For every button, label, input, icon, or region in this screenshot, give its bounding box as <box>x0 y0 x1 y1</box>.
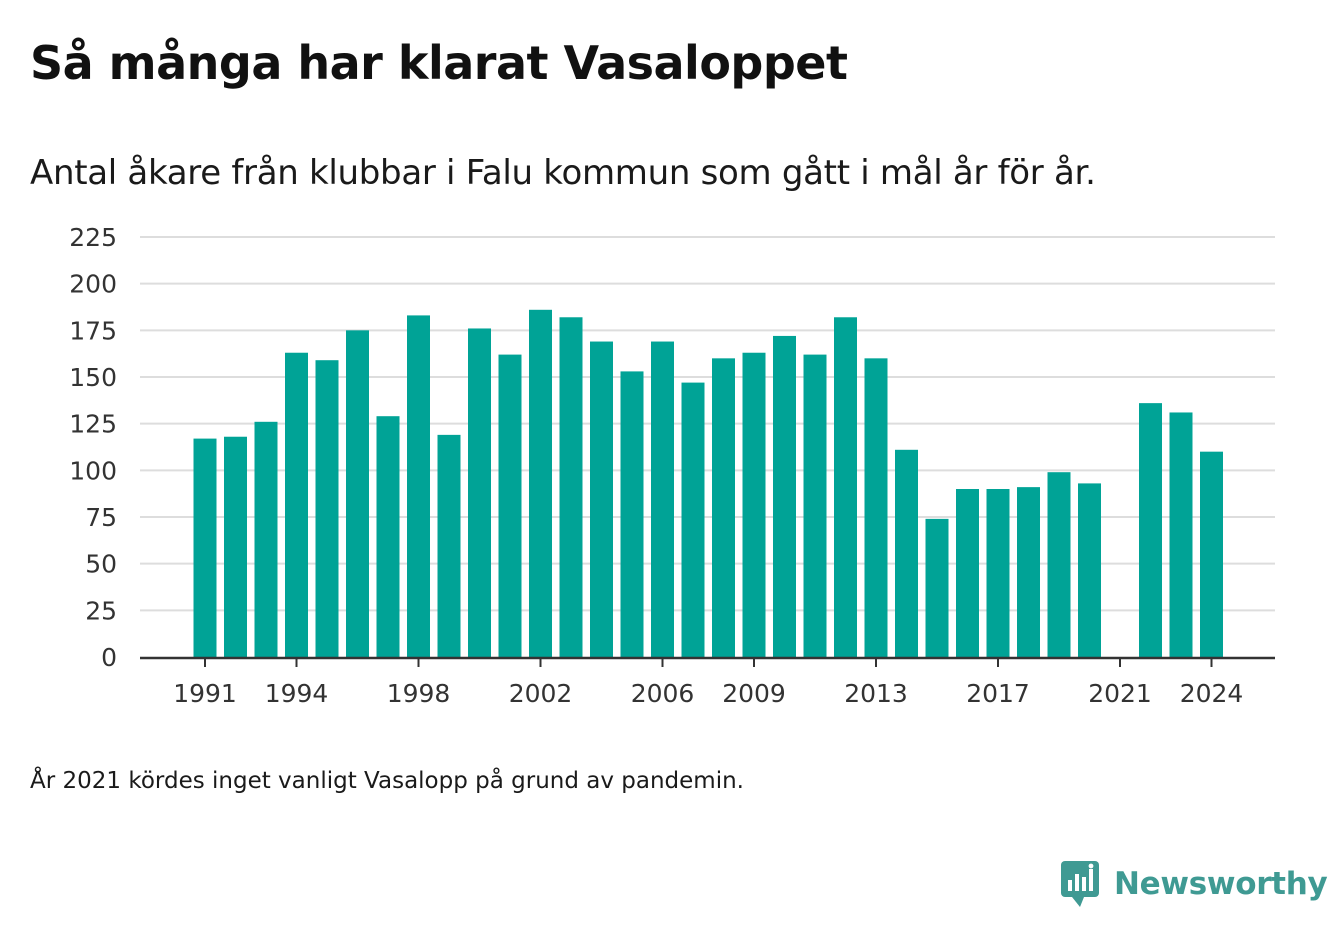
y-tick-label: 150 <box>69 363 117 392</box>
bar <box>956 489 979 657</box>
y-tick-label: 0 <box>101 643 117 672</box>
bar <box>315 360 339 657</box>
x-tick-label: 2009 <box>722 679 786 708</box>
bar <box>651 341 674 657</box>
brand-name: Newsworthy <box>1114 866 1328 902</box>
bar <box>1200 451 1223 657</box>
bar <box>346 330 369 657</box>
bar <box>712 358 735 657</box>
y-tick-label: 75 <box>85 503 117 532</box>
chart-bars <box>193 309 1223 657</box>
bar <box>1047 472 1071 657</box>
x-tick-label: 2017 <box>966 679 1030 708</box>
brand-logo: Newsworthy <box>1060 860 1328 908</box>
x-tick-label: 2006 <box>631 679 695 708</box>
chart-footnote: År 2021 kördes inget vanligt Vasalopp på… <box>30 768 744 794</box>
x-tick-label: 2013 <box>844 679 908 708</box>
bar <box>468 328 491 657</box>
bar-chart-speech-bubble-icon <box>1061 861 1099 907</box>
bar <box>773 335 796 657</box>
bar <box>498 354 522 657</box>
bar <box>407 315 430 657</box>
bar <box>285 352 308 657</box>
y-tick-label: 200 <box>69 270 117 299</box>
bar <box>1169 412 1193 657</box>
x-axis: 1991 1994 1998 2002 2006 2009 2013 2017 2021 2024 <box>140 656 1275 708</box>
bar <box>590 341 613 657</box>
bar <box>559 317 583 657</box>
bar <box>620 371 644 657</box>
bar <box>895 449 918 657</box>
bar <box>925 518 949 657</box>
bar <box>1078 483 1101 657</box>
bar <box>224 436 247 657</box>
bar <box>1017 487 1040 657</box>
x-tick-label: 2002 <box>509 679 573 708</box>
bar <box>681 382 705 657</box>
y-axis: 0 25 50 75 100 125 150 175 200 225 <box>69 223 117 672</box>
bar <box>834 317 857 657</box>
y-tick-label: 125 <box>69 410 117 439</box>
chart-title: Så många har klarat Vasaloppet <box>30 36 848 90</box>
bar <box>986 489 1010 657</box>
bar <box>254 421 278 657</box>
chart-subtitle: Antal åkare från klubbar i Falu kommun s… <box>30 153 1096 193</box>
bar <box>742 352 766 657</box>
x-tick-label: 2021 <box>1088 679 1152 708</box>
bar <box>376 416 400 657</box>
chart-gridlines <box>140 236 1275 612</box>
y-tick-label: 225 <box>69 223 117 252</box>
bar <box>1139 403 1162 657</box>
bar <box>193 438 217 657</box>
bar <box>864 358 888 657</box>
y-tick-label: 100 <box>69 456 117 485</box>
y-tick-label: 25 <box>85 596 117 625</box>
bar <box>437 434 461 657</box>
y-tick-label: 175 <box>69 316 117 345</box>
x-tick-label: 1991 <box>173 679 237 708</box>
x-tick-label: 2024 <box>1180 679 1244 708</box>
bar <box>529 309 552 657</box>
x-tick-label: 1994 <box>265 679 329 708</box>
bar <box>803 354 827 657</box>
x-tick-label: 1998 <box>387 679 451 708</box>
y-tick-label: 50 <box>85 550 117 579</box>
